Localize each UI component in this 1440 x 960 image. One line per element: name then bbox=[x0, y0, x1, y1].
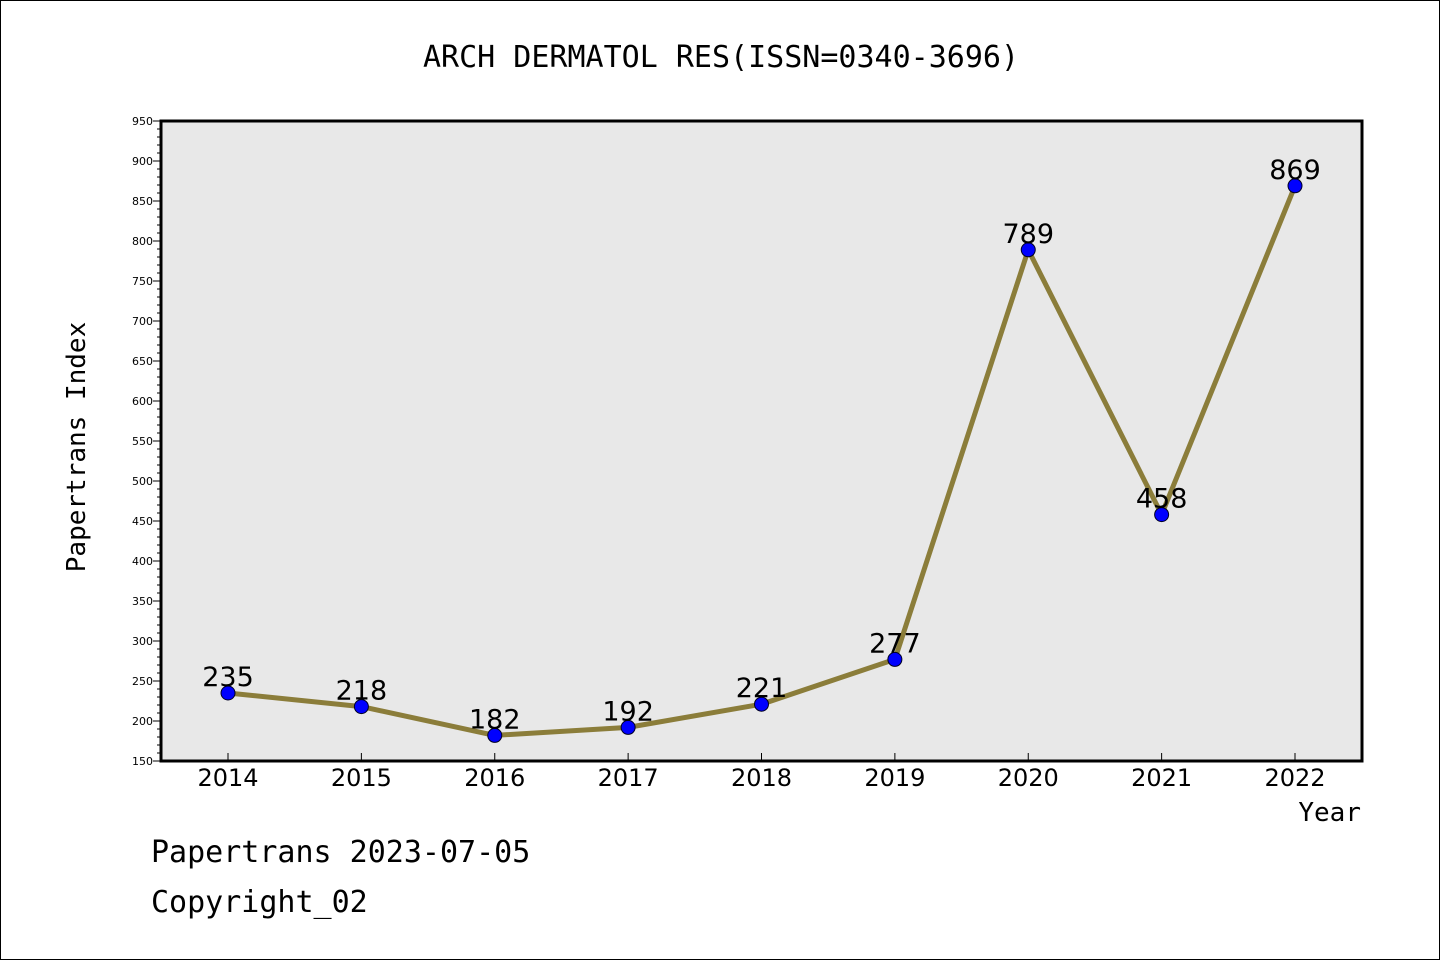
y-tick-label: 350 bbox=[132, 595, 153, 608]
x-tick-label: 2022 bbox=[1264, 764, 1325, 792]
data-point bbox=[353, 699, 369, 715]
y-axis-label: Papertrans Index bbox=[62, 322, 92, 572]
footer-copyright: Copyright_02 bbox=[151, 885, 368, 920]
data-point bbox=[1020, 242, 1036, 258]
data-point bbox=[754, 696, 769, 712]
y-axis-tick-labels: 150 200 250 300 350 400 450 500 550 600 650 700 750 8… bbox=[132, 115, 153, 768]
y-tick-label: 800 bbox=[132, 235, 153, 248]
data-point bbox=[1287, 178, 1303, 194]
data-points bbox=[220, 178, 1303, 743]
y-tick-label: 150 bbox=[132, 755, 153, 768]
x-tick-label: 2019 bbox=[864, 764, 925, 792]
plot-area bbox=[161, 121, 1362, 761]
data-label: 789 bbox=[1002, 219, 1054, 250]
x-tick-label: 2017 bbox=[598, 764, 659, 792]
x-tick-label: 2016 bbox=[464, 764, 525, 792]
data-label: 192 bbox=[602, 696, 654, 727]
y-tick-label: 600 bbox=[132, 395, 153, 408]
x-tick-label: 2020 bbox=[998, 764, 1059, 792]
y-tick-label: 750 bbox=[132, 275, 153, 288]
y-tick-label: 850 bbox=[132, 195, 153, 208]
y-tick-label: 400 bbox=[132, 555, 153, 568]
y-tick-label: 500 bbox=[132, 475, 153, 488]
y-tick-label: 950 bbox=[132, 115, 153, 128]
data-label: 458 bbox=[1136, 484, 1188, 515]
y-tick-label: 550 bbox=[132, 435, 153, 448]
y-tick-label: 300 bbox=[132, 635, 153, 648]
y-tick-label: 200 bbox=[132, 715, 153, 728]
data-label: 218 bbox=[336, 676, 388, 707]
y-tick-label: 650 bbox=[132, 355, 153, 368]
x-tick-label: 2014 bbox=[197, 764, 258, 792]
data-point bbox=[620, 719, 636, 735]
y-tick-label: 250 bbox=[132, 675, 153, 688]
x-axis-label: Year bbox=[1298, 798, 1361, 828]
y-tick-label: 900 bbox=[132, 155, 153, 168]
chart-title: ARCH DERMATOL RES(ISSN=0340-3696) bbox=[423, 40, 1019, 75]
data-point bbox=[1154, 507, 1170, 523]
data-labels: 235 218 182 192 221 277 789 458 869 bbox=[202, 155, 1321, 736]
data-label: 182 bbox=[469, 704, 521, 735]
data-point bbox=[887, 651, 903, 667]
data-label: 869 bbox=[1269, 155, 1321, 186]
x-tick-label: 2021 bbox=[1131, 764, 1192, 792]
x-tick-label: 2018 bbox=[731, 764, 792, 792]
x-axis-tick-labels: 2014 2015 2016 2017 2018 2019 2020 2021 2022 bbox=[197, 764, 1325, 792]
footer-date: Papertrans 2023-07-05 bbox=[151, 835, 531, 870]
plot-frame bbox=[159, 119, 1364, 763]
y-tick-label: 700 bbox=[132, 315, 153, 328]
data-label: 277 bbox=[869, 628, 921, 659]
x-tick-label: 2015 bbox=[331, 764, 392, 792]
data-point bbox=[220, 685, 236, 701]
data-point bbox=[487, 727, 503, 743]
data-label: 235 bbox=[202, 662, 254, 693]
y-tick-label: 450 bbox=[132, 515, 153, 528]
data-label: 221 bbox=[736, 673, 788, 704]
